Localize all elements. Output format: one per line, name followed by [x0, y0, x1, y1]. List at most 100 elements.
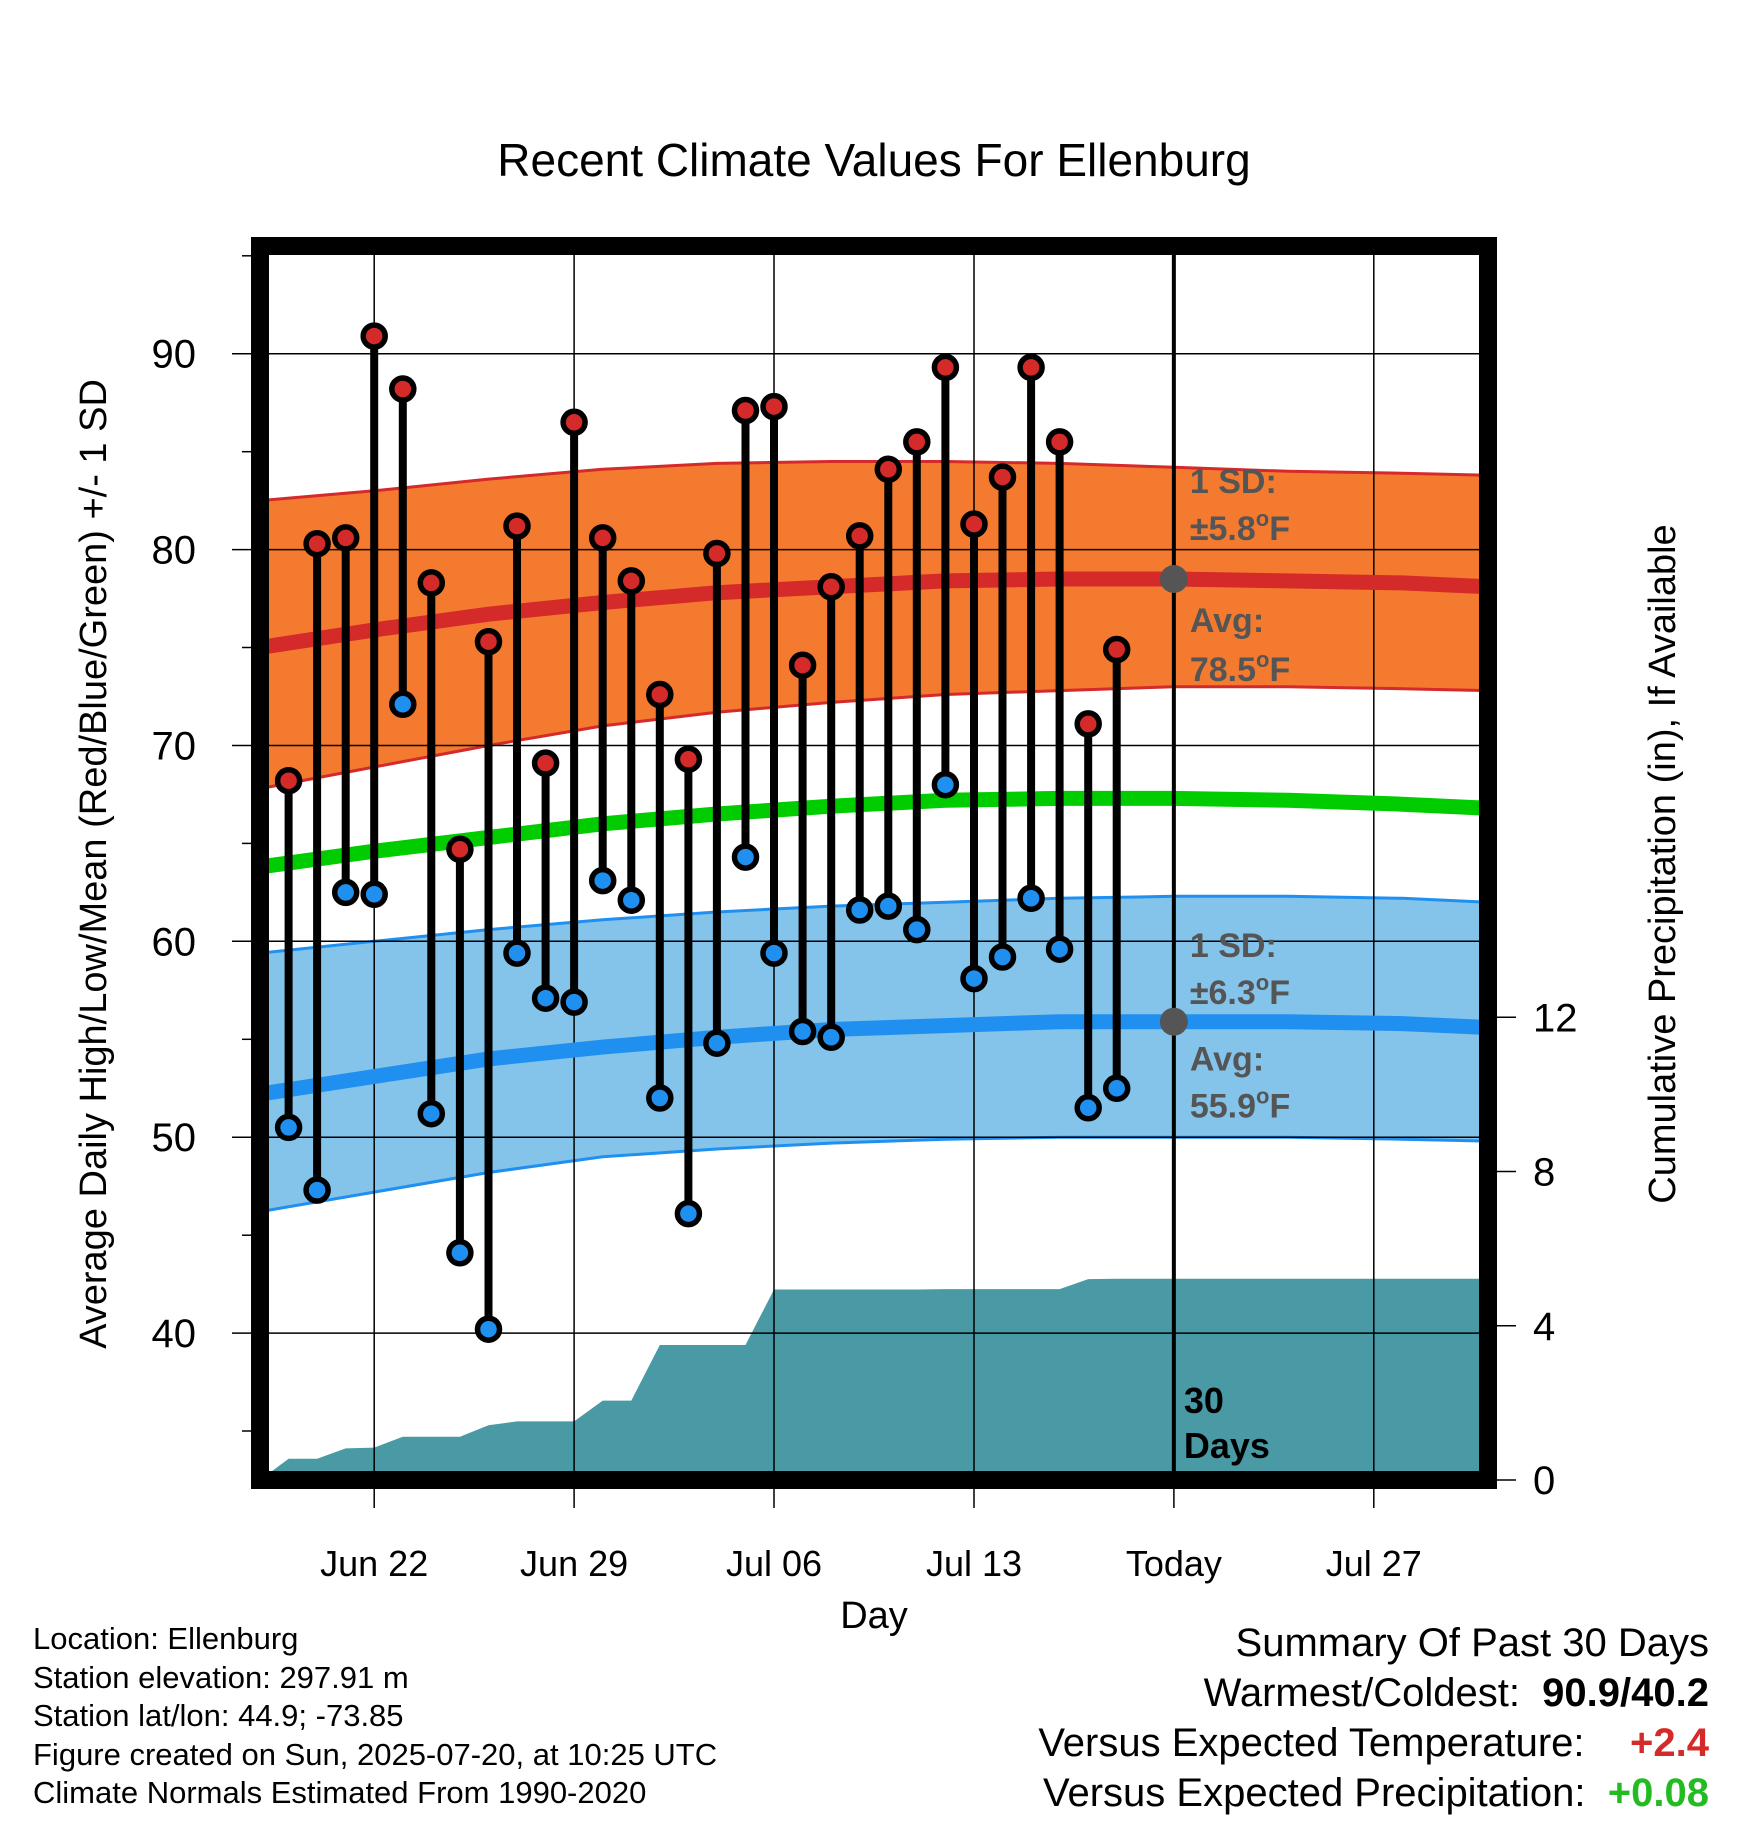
today-high-avg-marker	[1159, 565, 1188, 593]
warmest-coldest-label: Warmest/Coldest:	[1203, 1671, 1520, 1715]
y-tick-label: 80	[152, 529, 197, 573]
daily-low-point	[1074, 1094, 1102, 1122]
daily-low-point	[389, 690, 417, 719]
y2-tick-label: 12	[1533, 996, 1578, 1040]
daily-low-point	[674, 1199, 703, 1228]
summary-warmest-coldest: Warmest/Coldest: 90.9/40.2	[1038, 1668, 1709, 1718]
x-axis-label: Day	[840, 1595, 908, 1637]
high-avg-value: 78.5oF	[1190, 647, 1290, 689]
unit-text: F	[1270, 651, 1291, 689]
daily-low-point	[646, 1084, 674, 1112]
x-tick-label: Jul 06	[726, 1543, 822, 1584]
x-tick-label: Jul 13	[926, 1543, 1022, 1584]
y-tick-label: 50	[152, 1116, 197, 1160]
daily-high-point	[674, 745, 703, 773]
chart-title: Recent Climate Values For Ellenburg	[497, 134, 1250, 186]
daily-high-point	[274, 766, 303, 795]
summary-title: Summary Of Past 30 Days	[1235, 1621, 1709, 1665]
today-days-word: Days	[1184, 1425, 1270, 1466]
x-tick-label: Jul 27	[1326, 1543, 1422, 1584]
low-avg-title: Avg:	[1190, 1041, 1264, 1079]
daily-high-point	[646, 680, 674, 709]
today-days-number: 30	[1184, 1380, 1224, 1421]
daily-low-point	[988, 943, 1017, 971]
y-tick-label: 40	[152, 1312, 197, 1356]
high-sd-value: ±5.8oF	[1190, 506, 1290, 548]
daily-low-point	[303, 1176, 331, 1204]
daily-low-point	[331, 878, 360, 907]
unit-text: F	[1269, 510, 1290, 548]
daily-low-point	[274, 1113, 303, 1142]
low-avg-line	[260, 1014, 1488, 1102]
low-sd-title: 1 SD:	[1190, 927, 1277, 965]
daily-high-point	[1017, 353, 1045, 382]
daily-high-point	[303, 529, 331, 558]
warmest-coldest-value: 90.9/40.2	[1542, 1671, 1709, 1715]
y2-axis-label: Cumulative Precipitation (in), If Availa…	[1642, 524, 1684, 1203]
daily-high-point	[903, 428, 931, 456]
summary-temp: Versus Expected Temperature: +2.4	[1038, 1718, 1709, 1768]
annotation-number: ±6.3	[1190, 974, 1256, 1012]
daily-high-point	[788, 651, 817, 679]
daily-high-point	[1045, 428, 1074, 456]
plot-frame	[251, 237, 1497, 1489]
normals-text: Climate Normals Estimated From 1990-2020	[33, 1775, 647, 1810]
daily-low-point	[446, 1239, 474, 1267]
daily-low-point	[503, 939, 531, 967]
daily-low-point	[531, 984, 560, 1012]
daily-high-point	[1102, 635, 1131, 664]
daily-low-point	[617, 886, 646, 914]
daily-low-point	[1045, 935, 1074, 963]
location-text: Location: Ellenburg	[33, 1621, 299, 1656]
daily-low-point	[703, 1029, 731, 1057]
daily-high-point	[931, 353, 960, 382]
precip-area	[260, 1278, 1488, 1480]
y-axis-label: Average Daily High/Low/Mean (Red/Blue/Gr…	[73, 379, 115, 1349]
low-sd-band	[260, 896, 1488, 1212]
daily-low-point	[731, 843, 760, 871]
daily-high-point	[588, 524, 617, 552]
summary-precip: Versus Expected Precipitation: +0.08	[1038, 1768, 1709, 1818]
daily-low-point	[788, 1017, 817, 1046]
high-sd-band	[260, 461, 1488, 789]
y2-tick-label: 0	[1533, 1459, 1555, 1503]
daily-high-point	[446, 835, 474, 864]
annotation-number: 78.5	[1190, 651, 1256, 689]
degree-sign: o	[1256, 1084, 1269, 1109]
daily-high-point	[731, 396, 760, 425]
daily-low-point	[1102, 1074, 1131, 1103]
x-tick-label: Jun 29	[520, 1543, 628, 1584]
temp-value: +2.4	[1630, 1721, 1709, 1765]
daily-low-point	[845, 896, 874, 924]
daily-high-point	[845, 522, 874, 550]
daily-high-point	[960, 510, 988, 538]
daily-high-point	[988, 463, 1017, 491]
daily-low-point	[931, 770, 960, 799]
temp-label: Versus Expected Temperature:	[1038, 1721, 1585, 1765]
daily-low-point	[874, 892, 903, 920]
daily-low-point	[360, 880, 388, 909]
daily-low-point	[817, 1023, 845, 1052]
precip-value: +0.08	[1607, 1771, 1709, 1815]
high-sd-title: 1 SD:	[1190, 463, 1277, 501]
x-tick-label: Today	[1126, 1543, 1222, 1584]
daily-low-point	[560, 988, 588, 1016]
annotation-number: 55.9	[1190, 1088, 1256, 1126]
daily-high-point	[417, 569, 446, 597]
latlon-text: Station lat/lon: 44.9; -73.85	[33, 1698, 404, 1733]
precip-label: Versus Expected Precipitation:	[1043, 1771, 1586, 1815]
station-info: Location: Ellenburg Station elevation: 2…	[33, 1620, 717, 1813]
y2-tick-label: 4	[1533, 1305, 1555, 1349]
daily-low-point	[760, 939, 788, 967]
daily-high-point	[874, 455, 903, 484]
high-avg-title: Avg:	[1190, 602, 1264, 640]
degree-sign: o	[1256, 970, 1269, 995]
elevation-text: Station elevation: 297.91 m	[33, 1659, 409, 1695]
degree-sign: o	[1256, 506, 1269, 531]
daily-low-point	[903, 915, 931, 944]
daily-high-point	[503, 512, 531, 540]
daily-high-point	[331, 524, 360, 552]
y-tick-label: 60	[152, 920, 197, 964]
